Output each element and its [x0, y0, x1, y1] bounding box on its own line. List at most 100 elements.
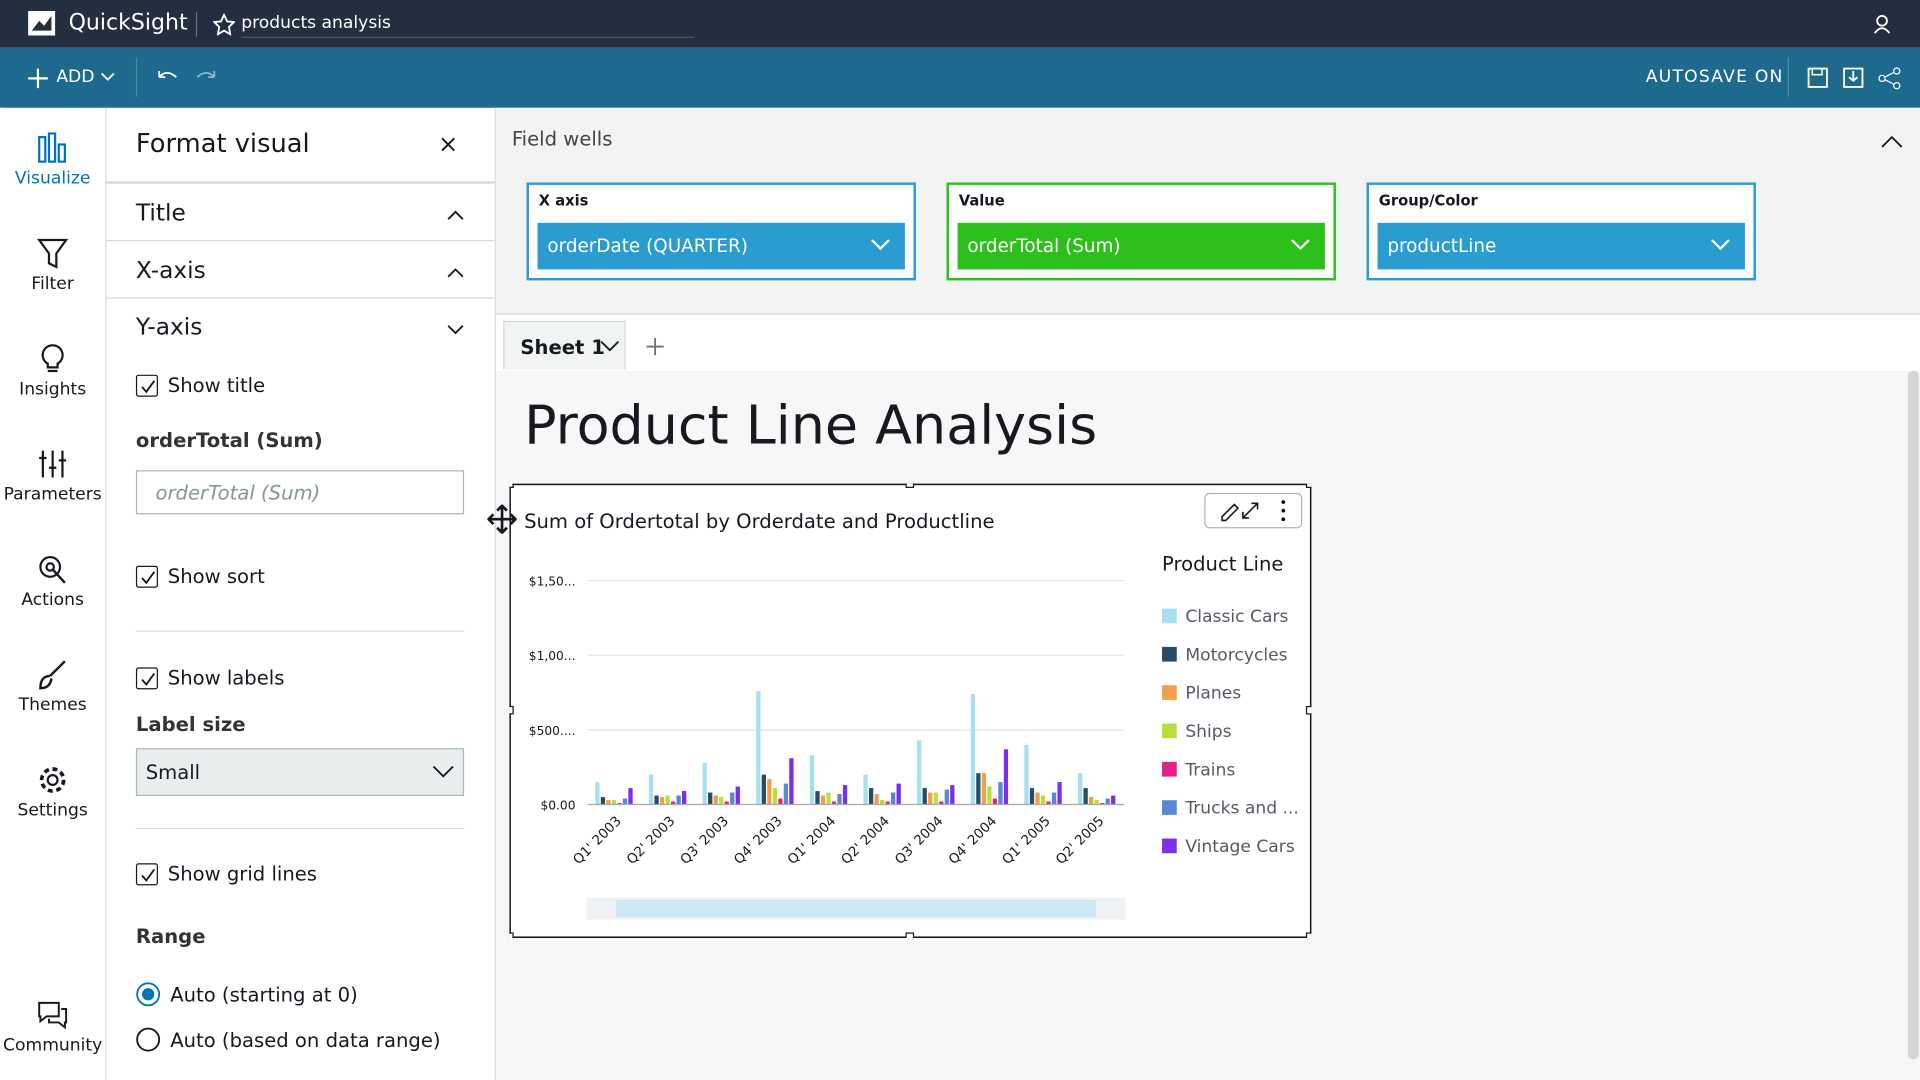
- nav-item[interactable]: Parameters: [0, 448, 105, 504]
- autosave[interactable]: AUTOSAVE ON: [1645, 67, 1784, 87]
- section[interactable]: Y-axis: [135, 313, 203, 341]
- well-label: X axis: [538, 192, 589, 210]
- bar: [761, 774, 766, 805]
- bar: [719, 797, 724, 805]
- star-icon[interactable]: [213, 13, 236, 36]
- legend-label: Ships: [1185, 722, 1231, 742]
- section[interactable]: X-axis: [106, 242, 495, 299]
- resize-handle[interactable]: [1305, 483, 1312, 488]
- nav-label[interactable]: Settings: [17, 800, 88, 821]
- resize-handle[interactable]: [509, 483, 514, 488]
- add-icon[interactable]: [27, 67, 49, 89]
- bar: [682, 791, 687, 805]
- legend-swatch: [1162, 723, 1177, 739]
- radio[interactable]: Auto (based on data range): [136, 1027, 441, 1052]
- radio[interactable]: Auto (starting at 0): [136, 982, 358, 1007]
- nav-label[interactable]: Parameters: [3, 484, 102, 505]
- checkbox-label[interactable]: Show sort: [167, 564, 265, 588]
- nav-item[interactable]: Community: [0, 999, 105, 1056]
- sheet-bar: [495, 313, 1920, 373]
- bar: [820, 795, 826, 805]
- x-tick-label: Q1' 2003: [571, 814, 625, 868]
- bar: [600, 797, 606, 805]
- bar: [928, 792, 933, 805]
- bar: [1088, 797, 1094, 805]
- resize-handle[interactable]: [1305, 705, 1312, 715]
- sheet-tab[interactable]: Sheet 1: [520, 335, 605, 359]
- field-label: orderTotal (Sum): [135, 428, 323, 452]
- well-field[interactable]: orderTotal (Sum): [957, 222, 1325, 270]
- resize-handle[interactable]: [509, 932, 514, 938]
- add-button[interactable]: ADD: [56, 67, 95, 87]
- toolbar: ADD AUTOSAVE ON: [0, 47, 1920, 108]
- nav-item[interactable]: Actions: [0, 553, 105, 610]
- move-handle[interactable]: [487, 504, 517, 534]
- resize-handle[interactable]: [509, 705, 514, 715]
- radio-label[interactable]: Auto (starting at 0): [170, 982, 358, 1006]
- nav-label[interactable]: Actions: [21, 590, 84, 610]
- checkbox-label[interactable]: Show title: [167, 373, 266, 397]
- section[interactable]: Title: [106, 185, 495, 242]
- bar: [917, 740, 922, 805]
- y-tick-label: $1,00...: [529, 649, 576, 663]
- label-size-select[interactable]: Small: [135, 748, 465, 796]
- bar: [868, 788, 874, 805]
- nav-item[interactable]: Insights: [0, 343, 105, 399]
- x-tick-label: Q2' 2004: [839, 814, 893, 868]
- chart[interactable]: Sum of Ordertotal by Orderdate and Produ…: [509, 483, 1312, 938]
- bar: [767, 779, 772, 805]
- legend-swatch: [1162, 608, 1177, 624]
- bar: [659, 797, 665, 805]
- visual-menu[interactable]: [1204, 492, 1303, 529]
- checkbox-label[interactable]: Show grid lines: [167, 862, 318, 886]
- nav-label[interactable]: Community: [3, 1035, 103, 1056]
- nav-label[interactable]: Visualize: [14, 168, 91, 189]
- close[interactable]: [441, 137, 456, 152]
- nav-item[interactable]: Settings: [0, 764, 105, 820]
- page-title: Product Line Analysis: [524, 394, 1098, 457]
- bar: [950, 785, 955, 805]
- well[interactable]: X axis orderDate (QUARTER): [526, 182, 916, 281]
- analysis-name[interactable]: products analysis: [241, 13, 695, 38]
- legend-title: Product Line: [1162, 553, 1283, 576]
- show-sort[interactable]: Show sort: [135, 564, 265, 588]
- well-label: Group/Color: [1378, 192, 1478, 210]
- nav-item[interactable]: Filter: [0, 238, 105, 294]
- user-icon[interactable]: [1872, 13, 1892, 35]
- well-field[interactable]: productLine: [1377, 222, 1745, 270]
- toolbar-icons[interactable]: [1806, 66, 1904, 90]
- bar: [756, 691, 761, 805]
- resize-handle[interactable]: [905, 483, 915, 488]
- app-name: QuickSight: [68, 9, 188, 36]
- field-label: Label size: [135, 712, 246, 736]
- nav-label[interactable]: Insights: [19, 379, 87, 400]
- bar: [789, 758, 794, 805]
- scroll-bar[interactable]: [615, 900, 1096, 918]
- legend-swatch: [1162, 761, 1177, 777]
- checkbox-label[interactable]: Show labels: [167, 666, 285, 690]
- radio-label[interactable]: Auto (based on data range): [170, 1027, 441, 1052]
- bar: [665, 795, 670, 805]
- bar: [981, 773, 987, 805]
- well[interactable]: Group/Color productLine: [1366, 182, 1756, 281]
- nav-label[interactable]: Filter: [31, 274, 74, 294]
- well-field[interactable]: orderDate (QUARTER): [537, 222, 905, 270]
- show-labels[interactable]: Show labels: [135, 666, 285, 690]
- nav-item[interactable]: Visualize: [0, 132, 105, 189]
- axis-title-input[interactable]: orderTotal (Sum): [135, 470, 465, 515]
- bar: [976, 773, 981, 805]
- nav-item[interactable]: Themes: [0, 659, 105, 715]
- bar: [595, 782, 600, 805]
- bar: [1046, 801, 1051, 805]
- resize-handle[interactable]: [1305, 932, 1312, 938]
- resize-handle[interactable]: [905, 932, 915, 938]
- bar: [891, 792, 896, 805]
- show-title[interactable]: Show title: [135, 373, 266, 397]
- undo-redo[interactable]: [154, 66, 220, 88]
- show-grid[interactable]: Show grid lines: [135, 862, 318, 886]
- well[interactable]: Value orderTotal (Sum): [946, 182, 1336, 281]
- bar: [1024, 744, 1029, 805]
- chart-title: Sum of Ordertotal by Orderdate and Produ…: [524, 510, 994, 533]
- bar: [874, 794, 879, 805]
- nav-label[interactable]: Themes: [18, 695, 87, 716]
